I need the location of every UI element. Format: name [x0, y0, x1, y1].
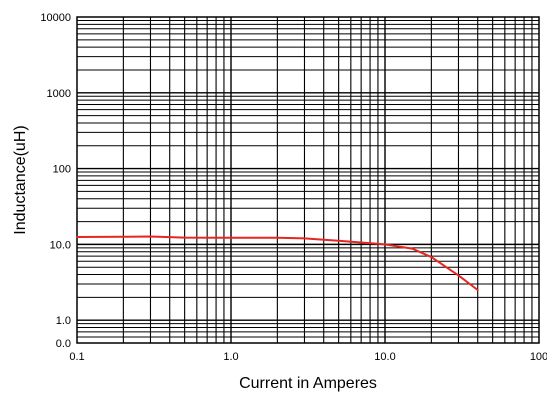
grid-lines: [77, 17, 539, 343]
y-tick-label: 100: [53, 164, 71, 176]
x-tick-label: 0.1: [69, 351, 84, 363]
y-tick-label: 0.0: [56, 338, 71, 350]
x-tick-label: 10.0: [374, 351, 395, 363]
x-axis-title: Current in Amperes: [239, 375, 377, 392]
y-tick-labels: 0.0 1.0 10.0 100 1000 10000: [40, 12, 71, 350]
y-tick-label: 10.0: [50, 239, 71, 251]
x-tick-labels: 0.1 1.0 10.0 100: [69, 351, 547, 363]
x-tick-label: 100: [530, 351, 547, 363]
plot-frame: [76, 16, 540, 344]
y-axis-title: Inductance(uH): [12, 125, 29, 234]
x-tick-label: 1.0: [223, 351, 238, 363]
y-tick-label: 1.0: [56, 315, 71, 327]
y-tick-label: 10000: [40, 12, 71, 24]
y-tick-label: 1000: [47, 88, 71, 100]
series-line-0: [76, 235, 479, 291]
series-group: [76, 235, 479, 291]
